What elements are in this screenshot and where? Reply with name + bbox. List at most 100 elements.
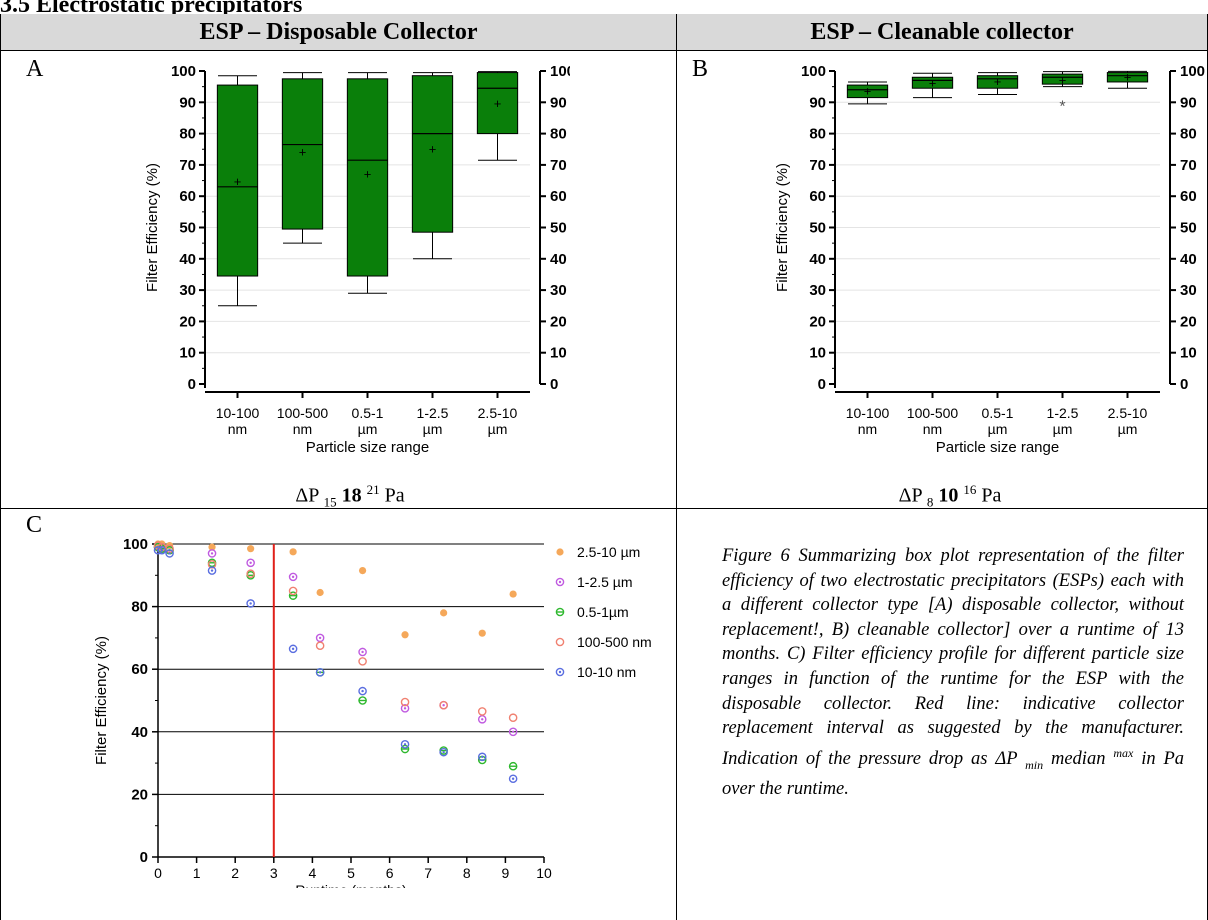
y-tick-label: 50: [809, 220, 826, 237]
box-plot-disposable: 0 0 10 10 20 20 30 30 40 40 50 50 60 60 70 70 80 80 90 90 10…: [130, 56, 575, 491]
x-tick-label: 100-500: [277, 405, 329, 421]
data-point-center: [361, 689, 364, 693]
box-mean-marker: +: [494, 96, 502, 111]
data-point: [165, 549, 174, 558]
x-axis-label: Particle size range: [306, 439, 429, 456]
box-iqr: [411, 75, 454, 233]
data-point-center: [481, 755, 484, 759]
x-tick-label-unit: µm: [988, 421, 1008, 437]
data-point: [477, 707, 487, 716]
x-tick-label-unit: nm: [923, 421, 942, 437]
y-tick-label-right: 10: [550, 345, 567, 362]
y-tick-label: 90: [179, 94, 196, 111]
box-mean-marker: +: [299, 144, 307, 159]
legend-label: 100-500 nm: [577, 634, 652, 650]
box-iqr: [1106, 72, 1149, 83]
x-tick-label: 10-100: [846, 405, 890, 421]
y-tick-label-right: 0: [1180, 376, 1188, 393]
column-header-disposable: ESP – Disposable Collector: [1, 14, 676, 50]
legend-marker-center: [558, 580, 562, 584]
y-tick-label-right: 70: [1180, 157, 1197, 174]
data-point: [358, 647, 367, 657]
y-tick-label: 10: [809, 345, 826, 362]
x-tick-label-unit: µm: [488, 421, 508, 437]
x-tick-label: 7: [424, 865, 432, 881]
x-tick-label: 1: [193, 865, 201, 881]
legend-label: 1-2.5 µm: [577, 574, 633, 590]
data-point-center: [168, 552, 171, 555]
data-point-center: [403, 743, 407, 746]
data-point: [400, 697, 410, 707]
x-tick-label: 3: [270, 865, 278, 881]
y-tick-label-right: 60: [1180, 188, 1197, 205]
y-tick-label: 0: [818, 376, 826, 393]
y-tick-label: 100: [171, 63, 196, 80]
y-tick-label: 30: [179, 282, 196, 299]
x-tick-label-unit: µm: [1053, 421, 1073, 437]
box-plot-disposable-svg: 0 0 10 10 20 20 30 30 40 40 50 50 60 60 70 70 80 80 90 90 10…: [144, 63, 575, 456]
data-point: [157, 545, 167, 555]
y-tick-label-right: 40: [550, 251, 567, 268]
data-point: [315, 668, 325, 677]
data-point-center: [249, 602, 252, 605]
data-point: [400, 704, 410, 713]
x-tick-label: 10: [536, 865, 552, 881]
x-tick-label-unit: µm: [358, 421, 378, 437]
y-tick-label-right: 90: [1180, 94, 1197, 111]
x-tick-label: 0.5-1: [352, 405, 384, 421]
data-point: [358, 686, 367, 696]
y-tick-label-right: 60: [550, 188, 567, 205]
section-heading: 3.5 Electrostatic precipitators: [0, 0, 303, 18]
data-point: [288, 644, 298, 654]
data-point: [246, 569, 255, 579]
data-point-center: [481, 718, 484, 721]
data-point-center: [361, 650, 364, 654]
x-tick-label: 2: [231, 865, 239, 881]
x-tick-label: 8: [463, 865, 471, 881]
data-point-center: [291, 647, 295, 651]
y-tick-label: 30: [809, 282, 826, 299]
box-mean-marker: +: [364, 166, 372, 181]
y-tick-label-right: 50: [550, 220, 567, 237]
x-tick-label: 2.5-10: [478, 405, 518, 421]
legend-marker-center: [558, 670, 562, 674]
data-point: [508, 774, 518, 784]
x-tick-label: 4: [309, 865, 317, 881]
box-iqr: [281, 78, 324, 230]
y-tick-label: 60: [131, 661, 148, 678]
x-tick-label: 100-500: [907, 405, 959, 421]
data-point: [400, 740, 410, 749]
data-point-center: [291, 575, 295, 579]
data-point-center: [210, 569, 214, 572]
box-iqr: [476, 72, 519, 135]
box-mean-marker: +: [929, 76, 937, 91]
data-point: [288, 572, 298, 582]
y-tick-label: 40: [809, 251, 826, 268]
x-tick-label-unit: µm: [423, 421, 443, 437]
x-tick-label-unit: µm: [1118, 421, 1138, 437]
y-tick-label: 90: [809, 94, 826, 111]
legend-marker: [555, 577, 565, 587]
y-tick-label-right: 90: [550, 94, 567, 111]
y-tick-label: 60: [179, 188, 196, 205]
data-point-center: [210, 552, 214, 555]
x-tick-label-unit: nm: [293, 421, 312, 437]
box-iqr: [346, 78, 389, 277]
y-tick-label: 80: [809, 126, 826, 143]
y-tick-label-right: 100: [550, 63, 570, 80]
data-point: [315, 641, 325, 651]
box-plot-cleanable: 0 0 10 10 20 20 30 30 40 40 50 50 60 60 70 70 80 80 90 90 10…: [760, 56, 1207, 491]
data-point: [478, 629, 486, 637]
box-mean-marker: +: [1124, 69, 1132, 84]
box-iqr: [911, 76, 954, 89]
y-tick-label: 0: [140, 849, 148, 866]
box-iqr: [1041, 73, 1084, 85]
data-point-center: [403, 707, 407, 710]
x-tick-label: 2.5-10: [1108, 405, 1148, 421]
data-point: [246, 599, 255, 608]
panel-letter-c: C: [26, 512, 43, 538]
y-tick-label-right: 80: [550, 126, 567, 143]
x-axis-label: Runtime (months): [295, 882, 406, 888]
legend-marker: [555, 637, 565, 647]
data-point-center: [318, 671, 322, 674]
